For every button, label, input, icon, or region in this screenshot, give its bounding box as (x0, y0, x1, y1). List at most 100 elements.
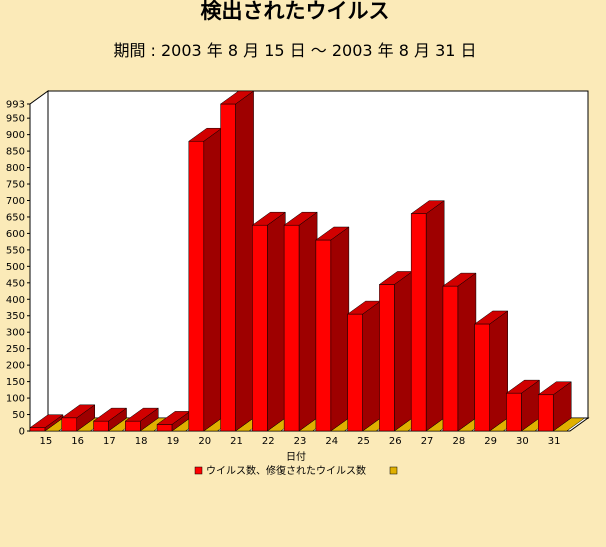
bar-front (537, 394, 554, 432)
bar-18 (124, 407, 160, 432)
bar-front (315, 239, 332, 432)
bar-front (410, 213, 427, 432)
bar-top (537, 381, 573, 396)
bar-front (474, 323, 490, 432)
bar-19 (156, 410, 191, 432)
bar-17 (92, 407, 128, 432)
bar-front (61, 417, 78, 432)
bar-30 (505, 379, 541, 432)
y-tick-label: 350 (6, 311, 25, 322)
x-tick-label: 24 (325, 436, 338, 447)
bar-31 (537, 381, 573, 432)
bar-top (29, 414, 64, 428)
bar-front (188, 140, 205, 432)
bar-side (235, 90, 254, 432)
bar-top (251, 211, 287, 226)
bar-top (92, 407, 128, 422)
bar-front (125, 420, 141, 432)
bar-side (457, 272, 477, 432)
x-tick-label: 30 (516, 436, 529, 447)
y-tick-label: 0 (19, 427, 25, 438)
x-tick-label: 31 (548, 436, 561, 447)
x-axis: 日付 15 16 17 18 19 20 21 22 23 24 25 26 27 28 29 30 31 (40, 436, 561, 463)
x-tick-label: 17 (103, 436, 116, 447)
y-tick-label: 550 (6, 245, 25, 256)
bar-side (298, 211, 318, 432)
bar-side (489, 310, 508, 432)
bar-24 (315, 226, 350, 432)
x-tick-label: 18 (135, 436, 148, 447)
bar-front (93, 420, 109, 432)
bar-front (442, 285, 459, 432)
bar-top (219, 90, 255, 105)
y-tick-label: 993 (6, 100, 25, 111)
bar-25 (346, 300, 382, 432)
bar-side (425, 200, 445, 432)
x-tick-label: 23 (294, 436, 307, 447)
bar-top (315, 226, 350, 241)
y-axis: 0 50 100 150 200 250 300 350 400 450 500 550 600 650 7… (6, 100, 31, 438)
x-axis-label: 日付 (286, 450, 306, 463)
y-tick-label: 250 (6, 344, 25, 355)
legend-label-series1: ウイルス数、修復されたウイルス数 (206, 464, 366, 477)
bar-side (330, 226, 350, 432)
bar-top (410, 200, 445, 214)
x-tick-label: 29 (484, 436, 497, 447)
x-tick-label: 28 (452, 436, 465, 447)
y-tick-label: 500 (6, 262, 25, 273)
bars (29, 90, 586, 432)
x-tick-label: 26 (389, 436, 402, 447)
x-tick-label: 15 (40, 436, 53, 447)
bar-front (29, 427, 46, 432)
bar-top (124, 407, 160, 422)
x-tick-label: 20 (198, 436, 211, 447)
bar-29 (473, 310, 509, 432)
bar-front (506, 392, 522, 432)
bar-front (283, 224, 300, 432)
bar-front (156, 424, 173, 432)
x-tick-label: 27 (421, 436, 434, 447)
x-tick-label: 22 (262, 436, 275, 447)
legend-swatch-series2 (389, 466, 398, 475)
bar-side (394, 270, 413, 432)
y-tick-label: 800 (6, 163, 25, 174)
bar-23 (283, 211, 318, 432)
y-tick-label: 400 (6, 295, 25, 306)
bar-top (442, 272, 477, 287)
y-tick-label: 150 (6, 377, 25, 388)
y-tick-label: 100 (6, 394, 25, 405)
y-tick-label: 600 (6, 229, 25, 240)
bar-28 (442, 272, 477, 432)
bar-22 (251, 211, 287, 432)
bar-top (60, 404, 96, 419)
chart-title: 検出されたウイルス (200, 0, 390, 23)
side-wall (29, 90, 49, 432)
bar-27 (410, 200, 445, 432)
y-tick-label: 200 (6, 361, 25, 372)
y-tick-label: 50 (12, 410, 25, 421)
bar-side (267, 211, 286, 432)
y-tick-label: 700 (6, 196, 25, 207)
bar-front (347, 313, 363, 432)
y-tick-label: 650 (6, 212, 25, 223)
bar-20 (188, 127, 223, 432)
y-tick-label: 300 (6, 328, 25, 339)
y-tick-label: 850 (6, 147, 25, 158)
bar-top (505, 379, 541, 394)
bar-front (252, 224, 268, 432)
legend: ウイルス数、修復されたウイルス数 (194, 464, 398, 477)
y-tick-label: 450 (6, 278, 25, 289)
x-tick-label: 25 (357, 436, 370, 447)
bar-side (362, 300, 381, 432)
bar-front (220, 103, 236, 432)
chart-subtitle: 期間 : 2003 年 8 月 15 日 ～ 2003 年 8 月 31 日 (113, 41, 477, 60)
x-tick-label: 16 (71, 436, 84, 447)
y-tick-label: 950 (6, 114, 25, 125)
bar-21 (219, 90, 255, 432)
bar-top (283, 211, 318, 226)
y-tick-label: 900 (6, 130, 25, 141)
bar-15 (29, 414, 64, 432)
x-tick-label: 21 (230, 436, 243, 447)
